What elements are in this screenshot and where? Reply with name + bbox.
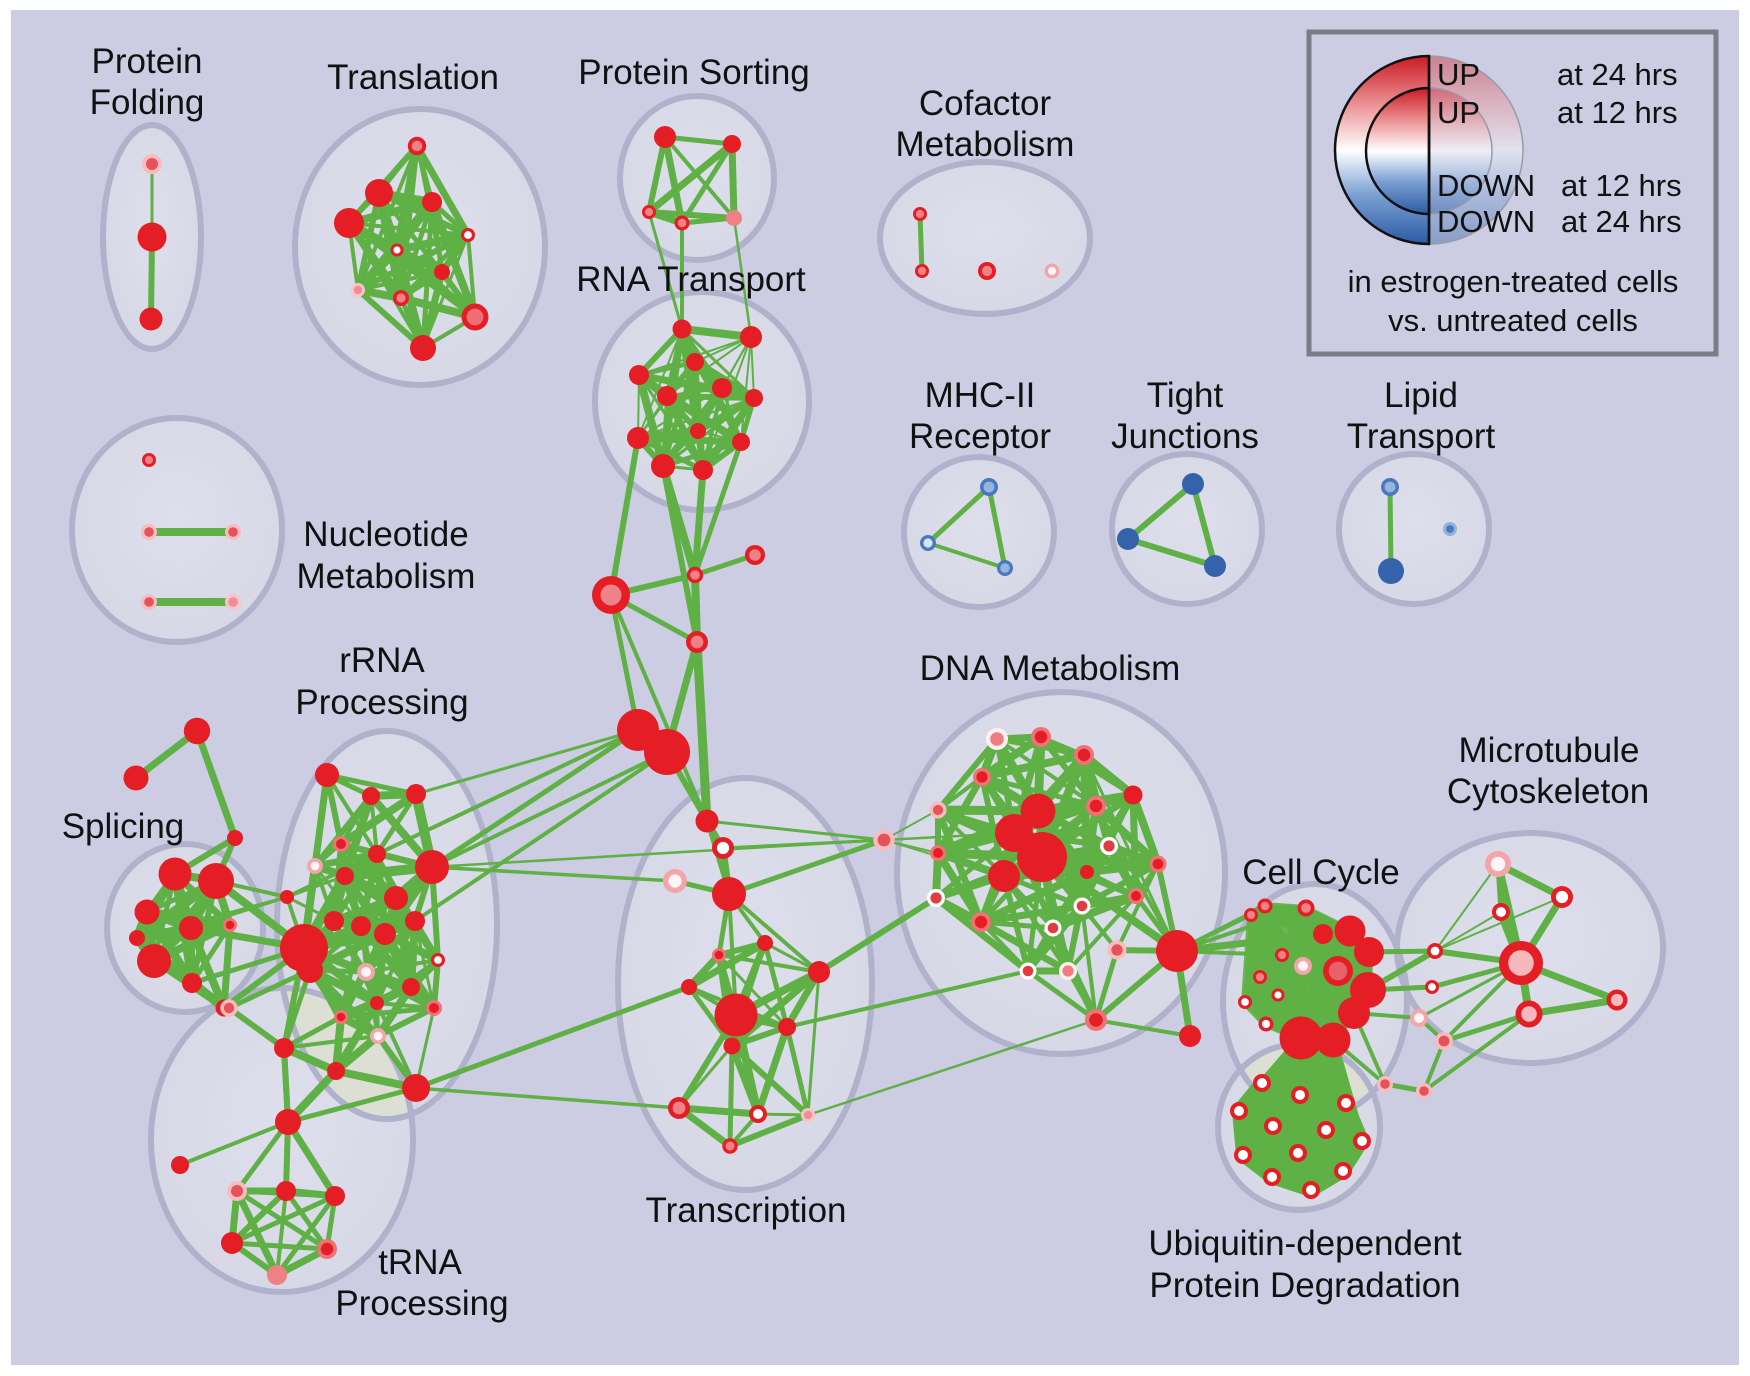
svg-text:Protein Sorting: Protein Sorting bbox=[578, 53, 810, 92]
svg-text:Transport: Transport bbox=[1347, 417, 1496, 456]
svg-text:Microtubule: Microtubule bbox=[1459, 731, 1640, 770]
svg-text:Folding: Folding bbox=[90, 83, 205, 122]
svg-text:DOWN: DOWN bbox=[1437, 204, 1535, 239]
svg-text:UP: UP bbox=[1437, 57, 1480, 92]
svg-text:at 12 hrs: at 12 hrs bbox=[1561, 168, 1682, 203]
svg-text:rRNA: rRNA bbox=[339, 641, 425, 680]
svg-text:DNA Metabolism: DNA Metabolism bbox=[920, 649, 1181, 688]
svg-text:RNA Transport: RNA Transport bbox=[576, 260, 806, 299]
svg-text:Metabolism: Metabolism bbox=[896, 125, 1075, 164]
svg-text:MHC-II: MHC-II bbox=[925, 376, 1036, 415]
svg-text:Cofactor: Cofactor bbox=[919, 84, 1052, 123]
svg-text:Receptor: Receptor bbox=[909, 417, 1051, 456]
svg-text:vs. untreated cells: vs. untreated cells bbox=[1388, 303, 1638, 338]
svg-text:at 24 hrs: at 24 hrs bbox=[1557, 57, 1678, 92]
svg-text:Metabolism: Metabolism bbox=[297, 557, 476, 596]
svg-text:Transcription: Transcription bbox=[646, 1191, 847, 1230]
svg-text:Protein Degradation: Protein Degradation bbox=[1149, 1266, 1460, 1305]
svg-text:Nucleotide: Nucleotide bbox=[303, 515, 468, 554]
svg-text:Lipid: Lipid bbox=[1384, 376, 1458, 415]
svg-text:Translation: Translation bbox=[327, 58, 499, 97]
svg-text:at 12 hrs: at 12 hrs bbox=[1557, 95, 1678, 130]
svg-text:at 24 hrs: at 24 hrs bbox=[1561, 204, 1682, 239]
svg-text:Processing: Processing bbox=[295, 683, 468, 722]
svg-text:in estrogen-treated cells: in estrogen-treated cells bbox=[1348, 264, 1679, 299]
svg-text:Processing: Processing bbox=[335, 1284, 508, 1323]
svg-text:Cytoskeleton: Cytoskeleton bbox=[1447, 772, 1649, 811]
svg-text:tRNA: tRNA bbox=[378, 1243, 462, 1282]
svg-text:UP: UP bbox=[1437, 95, 1480, 130]
svg-text:Protein: Protein bbox=[92, 42, 203, 81]
svg-text:Tight: Tight bbox=[1147, 376, 1224, 415]
svg-text:Ubiquitin-dependent: Ubiquitin-dependent bbox=[1148, 1224, 1462, 1263]
svg-text:Cell Cycle: Cell Cycle bbox=[1242, 853, 1400, 892]
svg-text:DOWN: DOWN bbox=[1437, 168, 1535, 203]
svg-text:Junctions: Junctions bbox=[1111, 417, 1259, 456]
svg-text:Splicing: Splicing bbox=[62, 807, 185, 846]
